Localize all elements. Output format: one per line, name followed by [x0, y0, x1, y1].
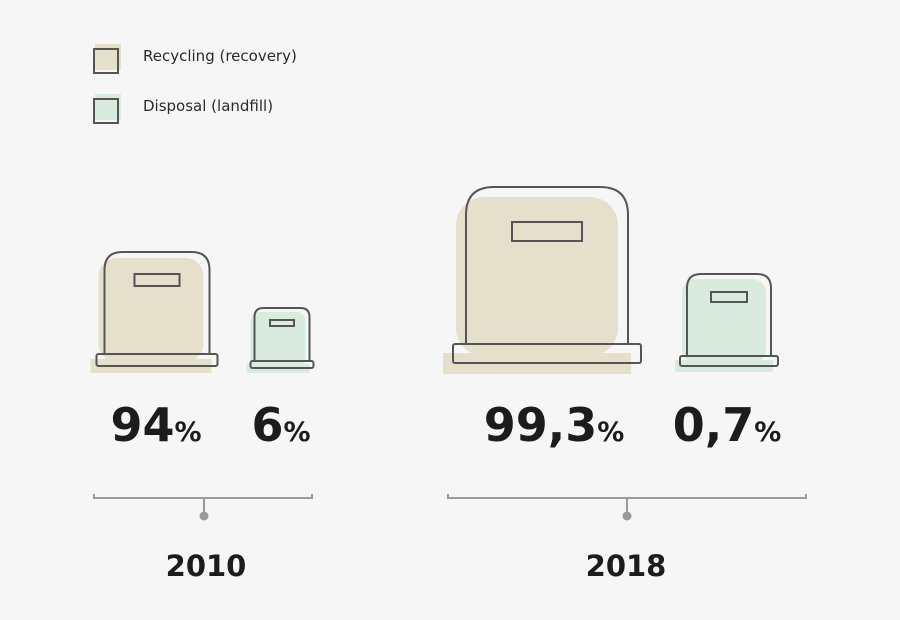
bin-outline: [465, 186, 629, 344]
bin-base: [249, 360, 315, 369]
bin-slot: [511, 221, 583, 242]
value-unit: %: [597, 417, 625, 448]
legend-label-recycling: Recycling (recovery): [143, 47, 297, 65]
value-unit: %: [754, 417, 782, 448]
bin-outline: [103, 251, 211, 354]
value-number: 6: [251, 398, 284, 452]
bin-shadow-body: [456, 197, 618, 356]
category-bracket-2018: [447, 494, 807, 521]
bin-slot: [269, 319, 295, 327]
bin-mark-2018-disposal: [675, 273, 779, 372]
value-label-2010-recycling: 94%: [110, 402, 201, 448]
category-bracket-2010: [93, 494, 313, 521]
value-number: 94: [110, 398, 175, 452]
value-label-2010-disposal: 6%: [251, 402, 310, 448]
bin-slot: [133, 273, 181, 287]
value-label-2018-disposal: 0,7%: [673, 402, 782, 448]
legend-swatch-disposal-box: [93, 98, 119, 124]
value-number: 0,7: [672, 398, 755, 452]
bin-outline: [253, 307, 311, 361]
legend-label-disposal: Disposal (landfill): [143, 97, 274, 115]
value-unit: %: [283, 417, 311, 448]
bracket-dot: [622, 511, 632, 521]
bin-slot: [710, 291, 748, 303]
bin-outline: [686, 273, 772, 356]
bin-mark-2010-recycling: [90, 251, 219, 373]
value-number: 99,3: [483, 398, 598, 452]
bin-shadow-body: [98, 258, 204, 362]
value-unit: %: [174, 417, 202, 448]
category-label-2018: 2018: [585, 549, 667, 583]
legend-swatch-recycling: [93, 44, 121, 74]
bin-base: [95, 353, 219, 367]
bin-base: [452, 343, 642, 364]
bracket-dot: [199, 511, 209, 521]
bracket-line: [93, 494, 313, 499]
legend-swatch-disposal: [93, 94, 121, 124]
bracket-line: [447, 494, 807, 499]
bin-base: [679, 355, 779, 367]
bin-mark-2018-recycling: [443, 186, 642, 374]
legend-swatch-recycling-box: [93, 48, 119, 74]
bin-mark-2010-disposal: [246, 307, 315, 373]
value-label-2018-recycling: 99,3%: [484, 402, 625, 448]
category-label-2010: 2010: [165, 549, 247, 583]
bin-shadow-body: [682, 279, 766, 363]
